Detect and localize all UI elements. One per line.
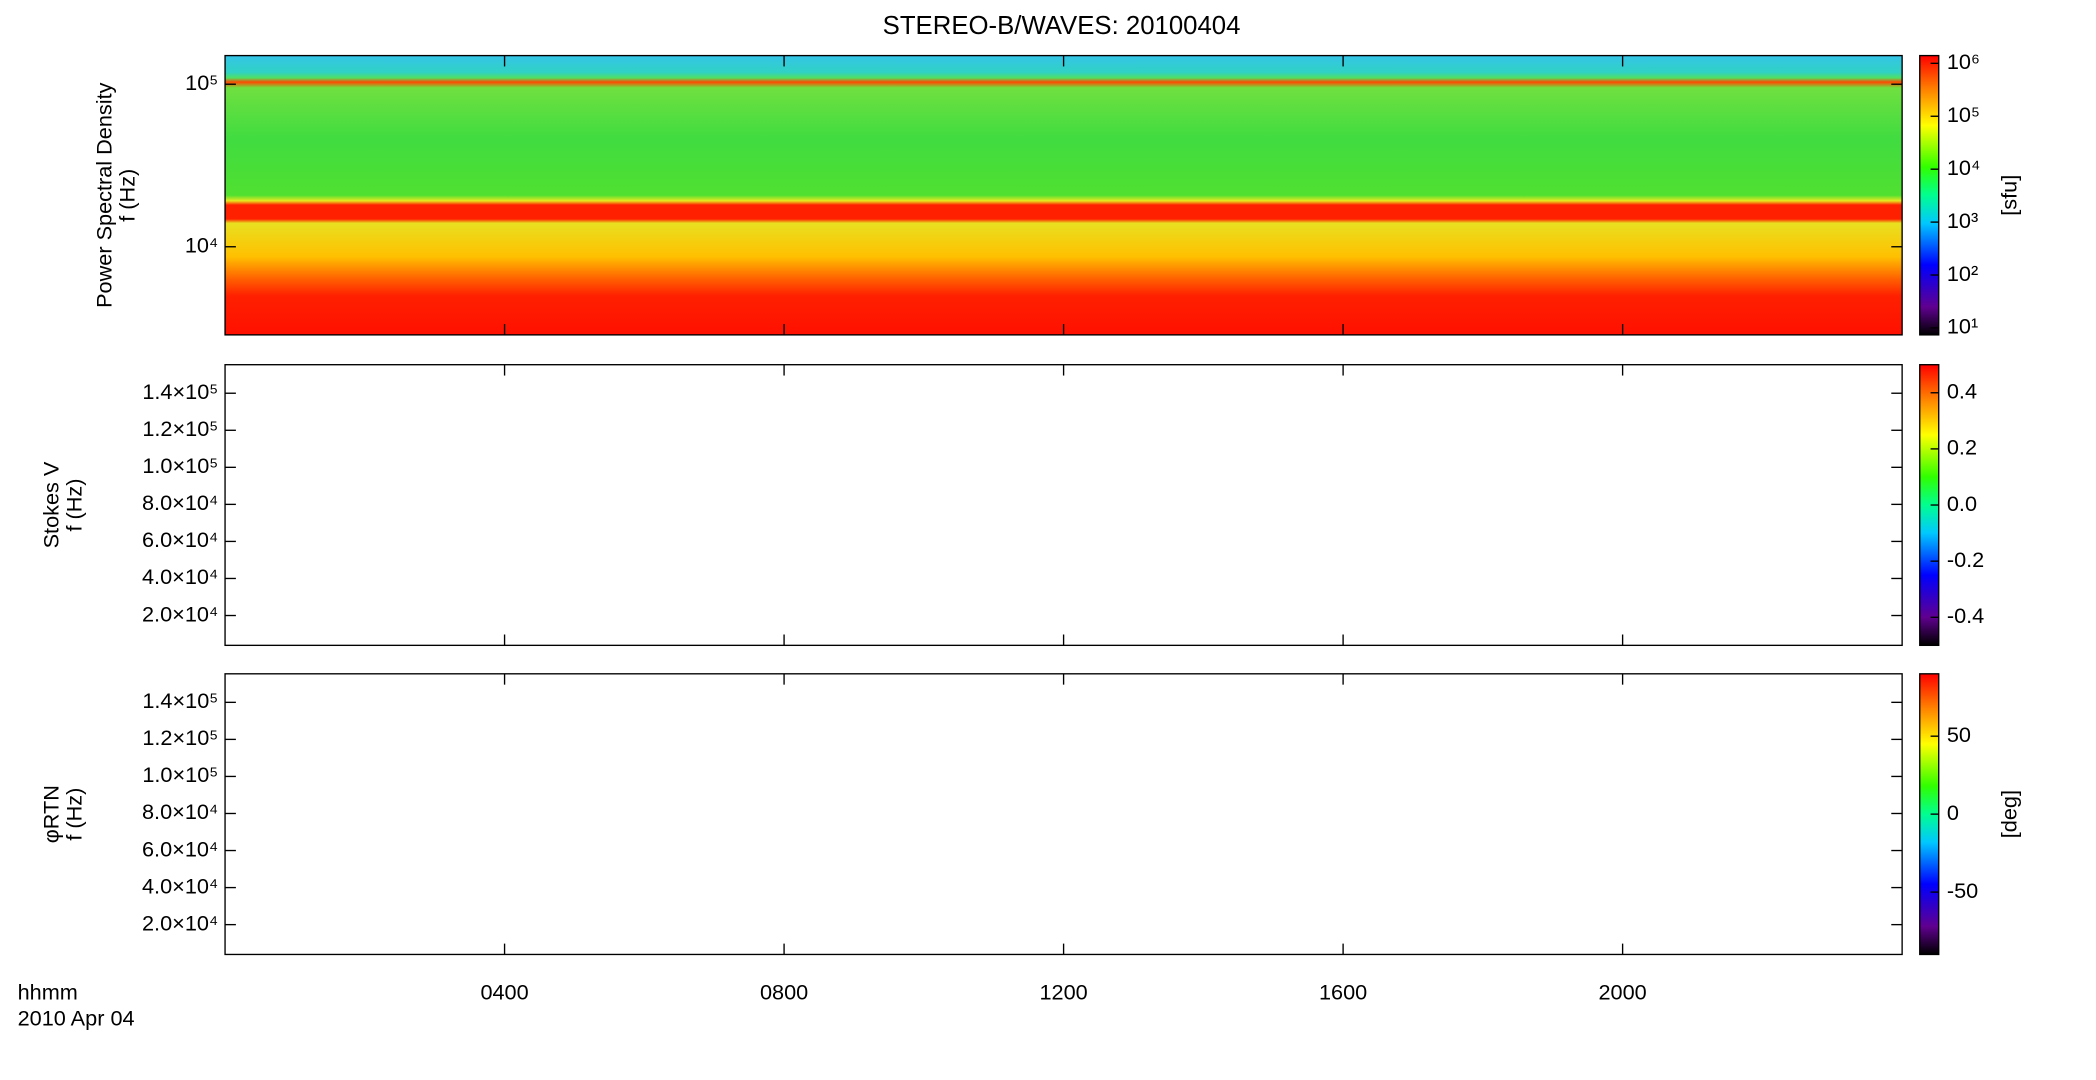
y-tick-label: 6.0×10⁴ xyxy=(142,836,218,861)
y-tick-label: 2.0×10⁴ xyxy=(142,601,218,626)
x-axis-label: 2010 Apr 04 xyxy=(18,1005,135,1030)
y-tick-label: 1.2×10⁵ xyxy=(142,416,218,441)
y-tick-label: 6.0×10⁴ xyxy=(142,527,218,552)
colorbar-tick-label: 10¹ xyxy=(1947,314,1978,339)
colorbar-tick-label: -0.2 xyxy=(1947,547,1984,572)
y-tick-label: 10⁵ xyxy=(185,70,218,95)
colorbar-tick-label: 10³ xyxy=(1947,208,1978,233)
chart-title: STEREO-B/WAVES: 20100404 xyxy=(883,12,1241,40)
y-axis-label: Stokes V xyxy=(39,461,64,548)
colorbar-tick-label: 0.2 xyxy=(1947,435,1977,460)
colorbar-tick-label: -0.4 xyxy=(1947,603,1984,628)
colorbar-label: [sfu] xyxy=(1996,175,2021,216)
y-tick-label: 1.4×10⁵ xyxy=(142,379,218,404)
x-axis-label: hhmm xyxy=(18,980,78,1005)
x-tick-label: 2000 xyxy=(1598,980,1646,1005)
y-tick-label: 4.0×10⁴ xyxy=(142,873,218,898)
colorbar-tick-label: 10⁶ xyxy=(1947,49,1980,74)
colorbar-tick-label: -50 xyxy=(1947,878,1978,903)
x-tick-label: 0800 xyxy=(760,980,808,1005)
y-tick-label: 2.0×10⁴ xyxy=(142,910,218,935)
y-tick-label: 1.4×10⁵ xyxy=(142,688,218,713)
colorbar-tick-label: 0.0 xyxy=(1947,491,1977,516)
x-tick-label: 1200 xyxy=(1039,980,1087,1005)
colorbar-tick-label: 0.4 xyxy=(1947,378,1977,403)
y-tick-label: 1.0×10⁵ xyxy=(142,762,218,787)
y-axis-label: f (Hz) xyxy=(62,788,87,841)
y-tick-label: 10⁴ xyxy=(185,232,218,257)
spectrogram-image xyxy=(225,55,1903,335)
y-tick-label: 8.0×10⁴ xyxy=(142,799,218,824)
colorbar-tick-label: 10⁴ xyxy=(1947,155,1980,180)
plot-frame xyxy=(224,673,1903,956)
y-tick-label: 1.0×10⁵ xyxy=(142,453,218,478)
y-tick-label: 8.0×10⁴ xyxy=(142,490,218,515)
colorbar-tick-label: 50 xyxy=(1947,722,1971,747)
y-axis-label: Power Spectral Density xyxy=(91,82,116,308)
y-axis-label: f (Hz) xyxy=(115,169,140,222)
colorbar-label: [deg] xyxy=(1996,790,2021,838)
colorbar xyxy=(1919,54,1940,336)
colorbar-tick-label: 0 xyxy=(1947,800,1959,825)
y-tick-label: 4.0×10⁴ xyxy=(142,564,218,589)
colorbar-tick-label: 10⁵ xyxy=(1947,102,1980,127)
y-tick-label: 1.2×10⁵ xyxy=(142,725,218,750)
x-tick-label: 0400 xyxy=(480,980,528,1005)
y-axis-label: φRTN xyxy=(39,785,64,843)
plot-frame xyxy=(224,364,1903,647)
x-tick-label: 1600 xyxy=(1319,980,1367,1005)
y-axis-label: f (Hz) xyxy=(62,479,87,532)
colorbar-tick-label: 10² xyxy=(1947,261,1978,286)
